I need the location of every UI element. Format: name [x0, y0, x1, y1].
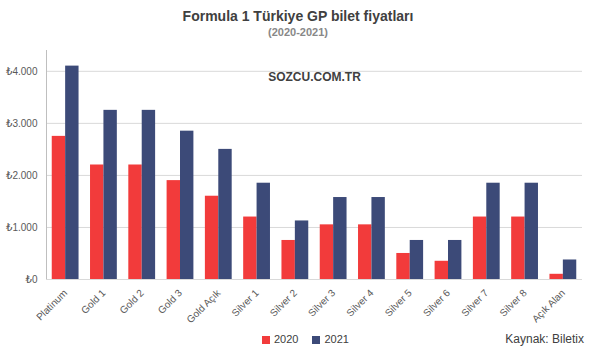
svg-text:Gold 3: Gold 3 — [156, 287, 185, 316]
svg-text:Silver 6: Silver 6 — [421, 287, 453, 319]
svg-text:Silver 5: Silver 5 — [383, 287, 415, 319]
html-text:Formula 1 Türkiye GP bilet fiy: Formula 1 Türkiye GP bilet fiyatları — [182, 8, 414, 24]
svg-text:Platinum: Platinum — [34, 287, 69, 322]
svg-text:₺1.000: ₺1.000 — [6, 222, 38, 233]
svg-text:₺2.000: ₺2.000 — [6, 170, 38, 181]
svg-text:₺4.000: ₺4.000 — [6, 66, 38, 77]
html-text:(2020-2021): (2020-2021) — [268, 26, 328, 38]
html-text:2020: 2020 — [274, 333, 299, 345]
svg-text:Gold 1: Gold 1 — [79, 287, 108, 316]
svg-text:SOZCU.COM.TR: SOZCU.COM.TR — [268, 70, 361, 84]
svg-text:Silver 1: Silver 1 — [229, 287, 261, 319]
svg-text:Açık Alan: Açık Alan — [530, 287, 567, 324]
svg-text:Silver 4: Silver 4 — [344, 287, 376, 319]
svg-text:Silver 7: Silver 7 — [459, 287, 491, 319]
svg-text:₺0: ₺0 — [26, 274, 38, 285]
html-text:2021: 2021 — [324, 333, 349, 345]
svg-text:Silver 8: Silver 8 — [497, 287, 529, 319]
svg-text:Silver 3: Silver 3 — [306, 287, 338, 319]
svg-text:₺3.000: ₺3.000 — [6, 118, 38, 129]
svg-text:Gold Açık: Gold Açık — [184, 287, 223, 326]
svg-text:Gold 2: Gold 2 — [117, 287, 146, 316]
svg-text:Silver 2: Silver 2 — [268, 287, 300, 319]
html-text:Kaynak: Biletix: Kaynak: Biletix — [505, 332, 584, 346]
